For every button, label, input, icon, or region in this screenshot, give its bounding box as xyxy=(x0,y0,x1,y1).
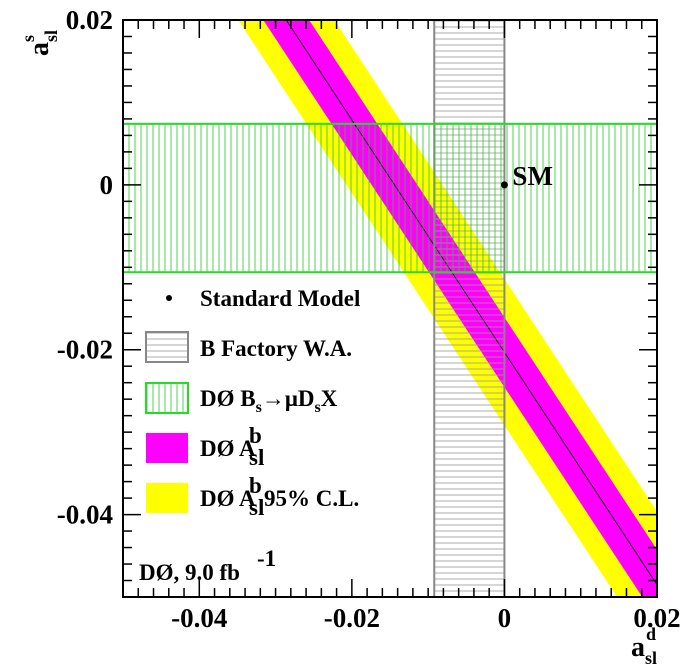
legend-swatch-asl-95cl xyxy=(146,483,188,513)
axis-ticks xyxy=(122,19,658,598)
legend-label-standard-model: Standard Model xyxy=(200,286,360,311)
b-factory-band xyxy=(433,20,506,597)
standard-model-point xyxy=(500,181,508,189)
legend-label-asl: DØ A b sl xyxy=(200,423,264,470)
y-tick-label: 0.02 xyxy=(66,5,113,35)
svg-text:b: b xyxy=(249,423,262,448)
y-tick-labels: -0.04 -0.02 0 0.02 xyxy=(57,5,113,530)
svg-text:95% C.L.: 95% C.L. xyxy=(264,486,359,511)
x-axis-label-main: a xyxy=(631,632,645,663)
y-axis-label: a s sl xyxy=(18,30,61,56)
x-axis-label-sup: d xyxy=(646,624,656,644)
svg-text:DØ A: DØ A xyxy=(200,436,256,461)
y-axis-label-main: a xyxy=(24,42,55,56)
legend-label-d0-bs: DØ Bs→μDsX xyxy=(200,386,338,416)
x-tick-labels: -0.04 -0.02 0 0.02 xyxy=(171,603,680,633)
legend-label-asl-95cl: DØ A b sl 95% C.L. xyxy=(200,473,359,520)
svg-text:-1: -1 xyxy=(257,546,276,571)
svg-text:sl: sl xyxy=(249,495,264,520)
y-axis-label-sup: s xyxy=(18,35,38,42)
plot-area: SM xyxy=(123,20,657,597)
sm-label: SM xyxy=(512,161,553,191)
y-tick-label: -0.04 xyxy=(57,500,113,530)
x-axis-label-sub: sl xyxy=(645,648,657,668)
legend: Standard Model B Factory W.A. DØ Bs→μDsX… xyxy=(145,286,360,520)
legend-swatch-b-factory xyxy=(145,331,189,363)
x-tick-label: -0.02 xyxy=(324,603,380,633)
x-tick-label: -0.04 xyxy=(171,603,227,633)
y-axis-label-sub: sl xyxy=(41,30,61,42)
legend-swatch-d0-bs xyxy=(145,382,189,414)
y-tick-label: 0 xyxy=(100,170,114,200)
x-tick-label: 0.02 xyxy=(633,603,680,633)
legend-swatch-asl xyxy=(146,433,188,463)
legend-label-b-factory: B Factory W.A. xyxy=(200,336,352,361)
legend-swatch-standard-model xyxy=(166,295,172,301)
svg-text:sl: sl xyxy=(249,445,264,470)
svg-text:DØ, 9.0 fb: DØ, 9.0 fb xyxy=(139,560,240,585)
svg-text:DØ A: DØ A xyxy=(200,486,256,511)
d0-bs-band xyxy=(123,122,657,274)
y-tick-label: -0.02 xyxy=(57,335,113,365)
x-tick-label: 0 xyxy=(498,603,512,633)
plot-frame xyxy=(122,19,658,598)
luminosity-annotation: DØ, 9.0 fb -1 xyxy=(139,546,276,585)
svg-text:b: b xyxy=(249,473,262,498)
x-axis-label: a d sl xyxy=(631,624,657,668)
